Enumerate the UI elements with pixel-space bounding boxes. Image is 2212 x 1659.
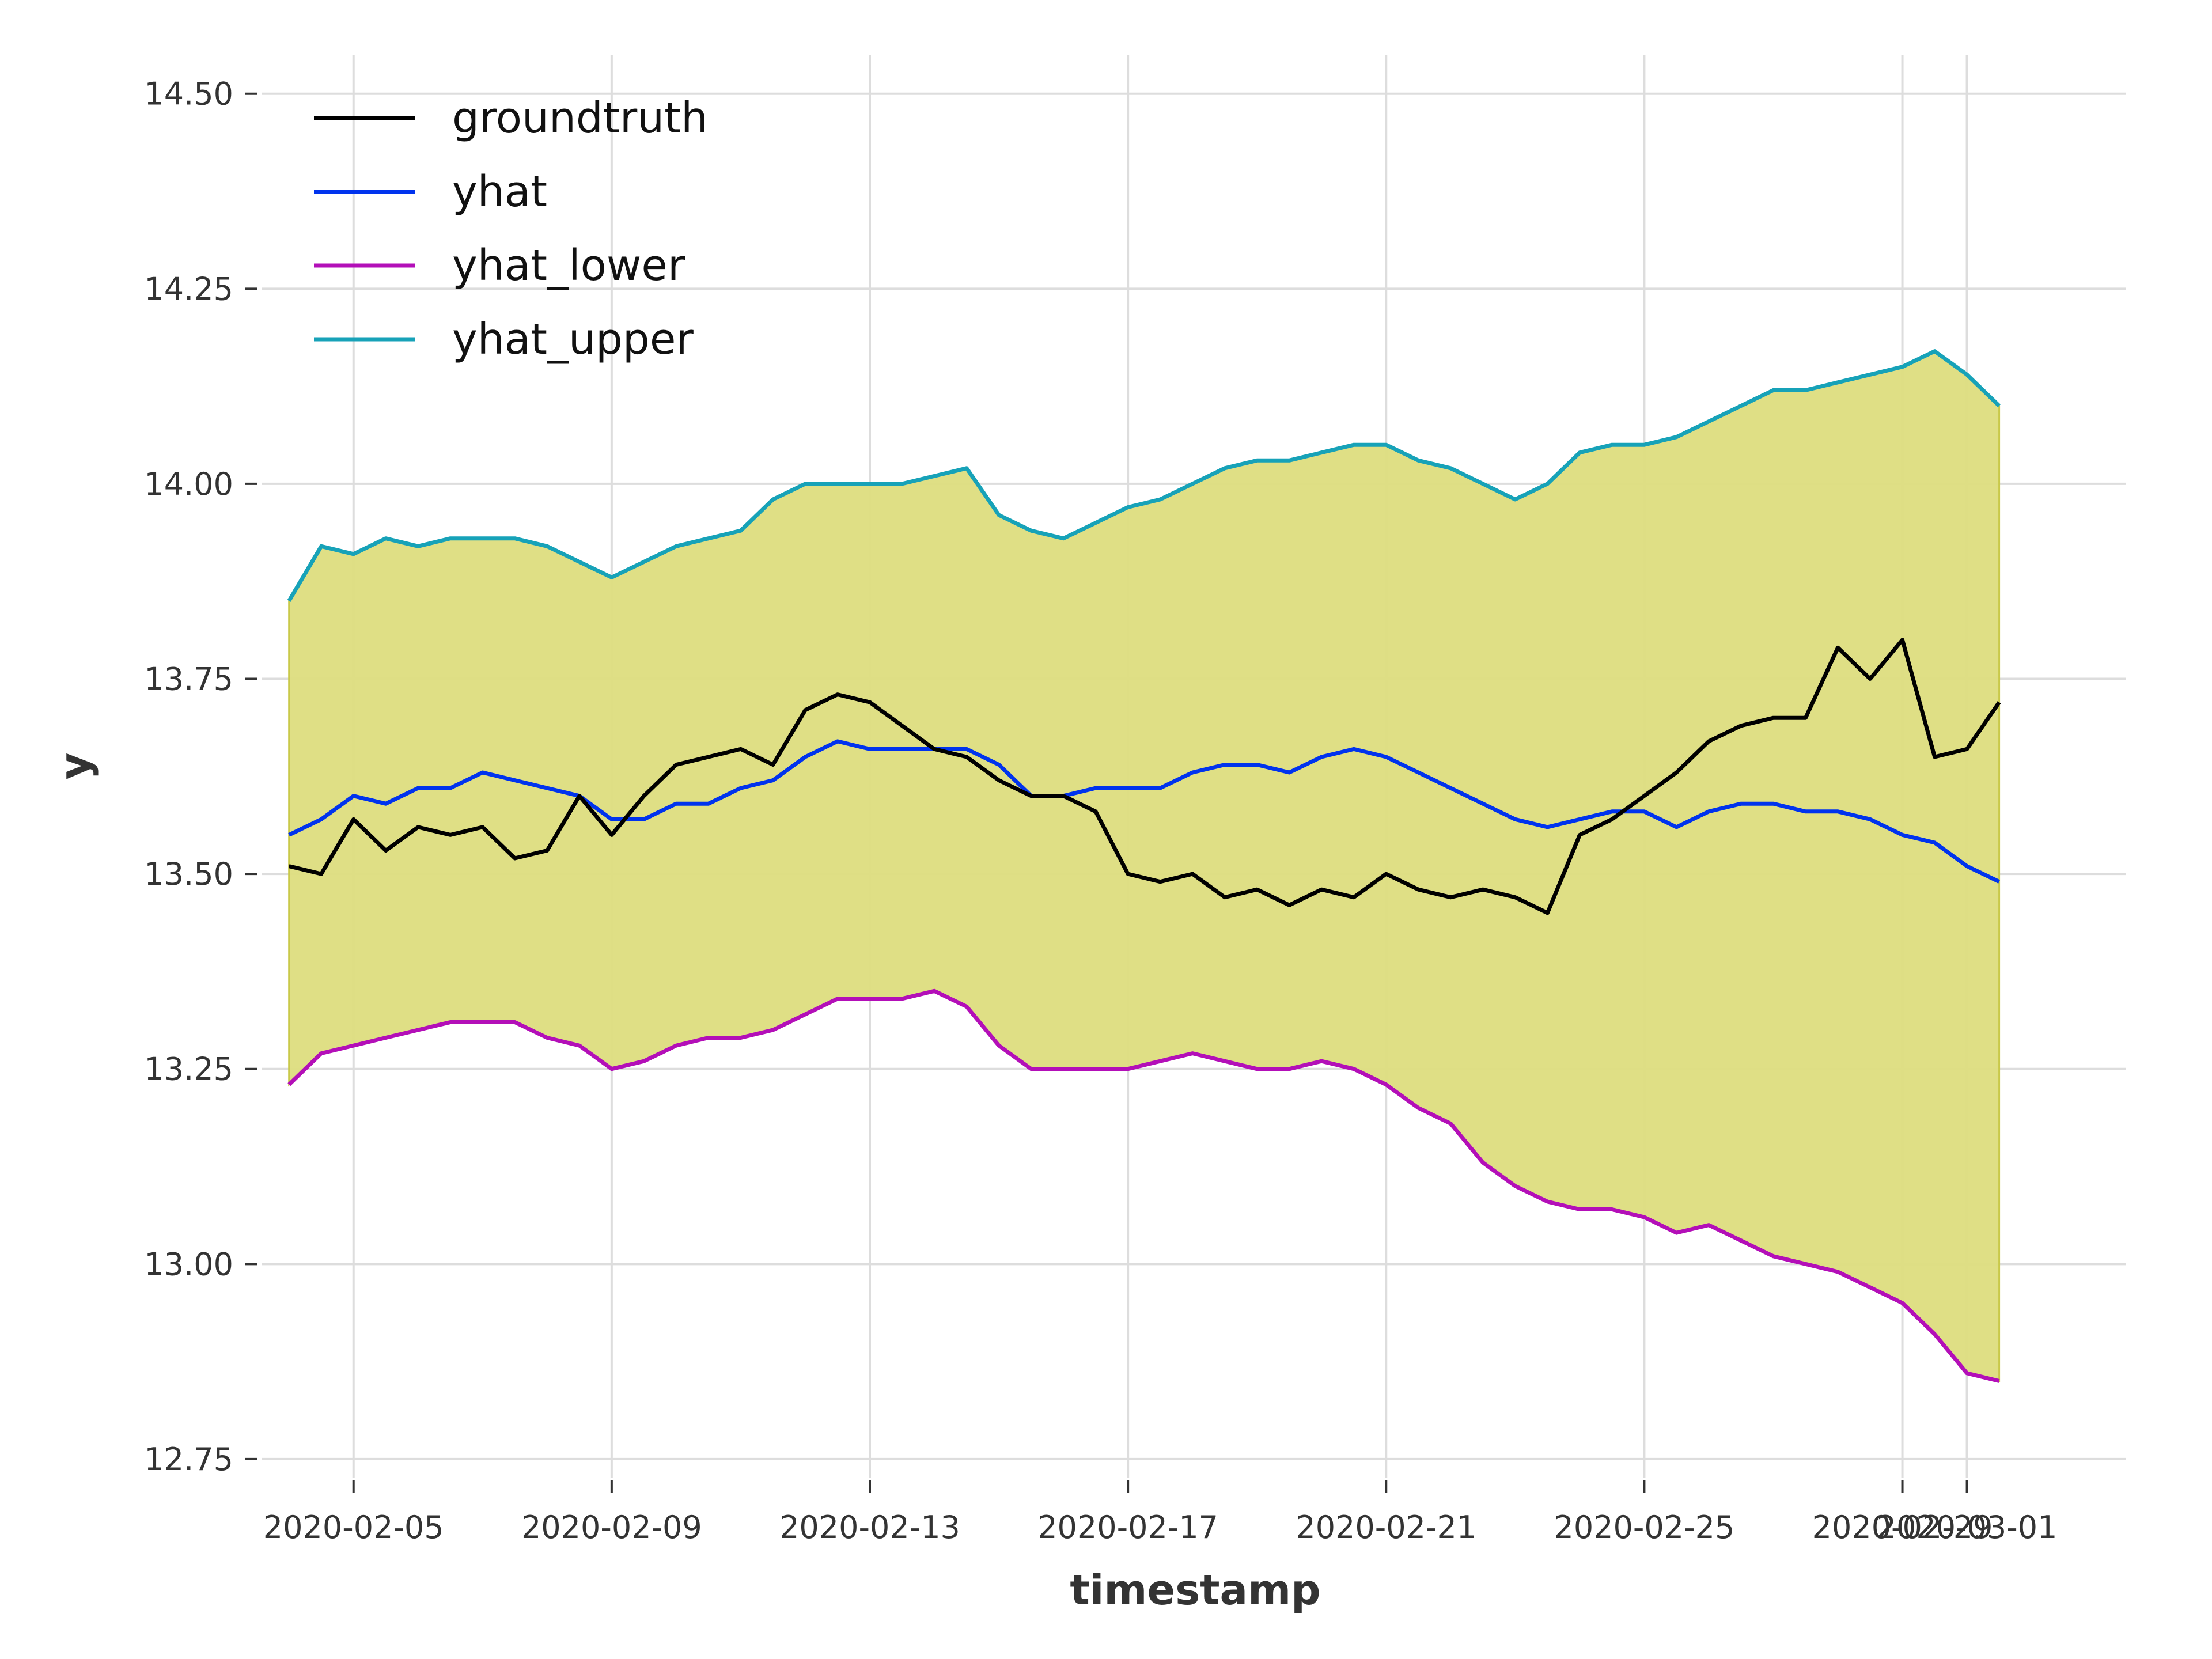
legend-label: groundtruth: [452, 93, 708, 143]
legend-label: yhat: [452, 167, 547, 217]
y-tick-label: 13.50: [144, 856, 233, 892]
y-axis-label: y: [51, 753, 99, 780]
y-tick-label: 13.00: [144, 1246, 233, 1282]
x-tick-label: 2020-03-01: [1877, 1509, 2058, 1546]
y-tick-label: 14.00: [144, 466, 233, 502]
x-axis-label: timestamp: [1070, 1566, 1320, 1614]
y-tick-label: 14.25: [144, 271, 233, 307]
series-line-groundtruth: [288, 638, 2001, 915]
series-line-yhat: [288, 739, 2001, 884]
y-tick-label: 14.50: [144, 76, 233, 112]
x-tick-label: 2020-02-17: [1037, 1509, 1218, 1546]
x-tick-label: 2020-02-05: [263, 1509, 444, 1546]
legend-label: yhat_lower: [452, 241, 685, 290]
y-tick-label: 12.75: [144, 1441, 233, 1478]
axes: 12.75 13.00 13.25 13.50 13.75 14.00 14.25 14.50…: [144, 76, 2057, 1546]
series-line-yhat-upper: [287, 349, 2001, 602]
series-line-yhat-lower: [287, 988, 2000, 1383]
series-lines: [287, 349, 2001, 1383]
x-tick-label: 2020-02-25: [1554, 1509, 1734, 1546]
x-tick-label: 2020-02-21: [1296, 1509, 1476, 1546]
legend-label: yhat_upper: [452, 315, 694, 364]
y-tick-label: 13.75: [144, 661, 233, 698]
x-tick-label: 2020-02-29: [1812, 1509, 1993, 1546]
y-tick-label: 13.25: [144, 1051, 233, 1088]
x-tick-label: 2020-02-13: [779, 1509, 960, 1546]
legend: groundtruth yhat yhat_lower yhat_upper: [314, 93, 708, 364]
x-tick-label: 2020-02-09: [521, 1509, 702, 1546]
